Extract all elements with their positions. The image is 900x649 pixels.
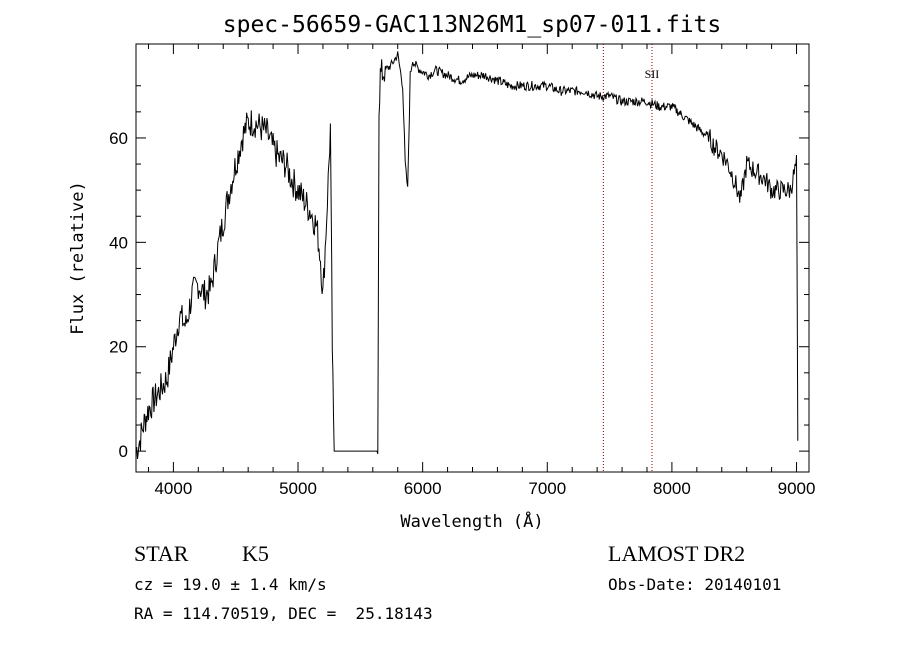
y-tick-label: 40	[109, 233, 128, 252]
object-type: STAR	[134, 541, 189, 566]
coordinates: RA = 114.70519, DEC = 25.18143	[134, 604, 433, 623]
x-tick-label: 7000	[528, 479, 566, 498]
line-marker-label: SII	[645, 67, 660, 81]
plot-frame	[135, 43, 810, 473]
y-tick-label: 20	[109, 338, 128, 357]
object-subclass: K5	[242, 541, 269, 566]
survey-name: LAMOST DR2	[608, 541, 746, 566]
x-tick-label: 4000	[154, 479, 192, 498]
redshift-velocity: cz = 19.0 ± 1.4 km/s	[134, 575, 327, 594]
x-axis-label: Wavelength (Å)	[400, 510, 543, 532]
x-tick-label: 6000	[404, 479, 442, 498]
x-tick-label: 8000	[653, 479, 691, 498]
y-axis-label: Flux (relative)	[68, 181, 88, 335]
y-axis-ticks: 0 20 40 60	[109, 85, 809, 461]
line-markers: SII	[602, 44, 660, 472]
x-axis-ticks: 4000 5000 6000 7000 8000 9000	[147, 44, 816, 498]
observation-date: Obs-Date: 20140101	[608, 575, 782, 594]
spectrum-line	[135, 51, 799, 460]
x-tick-label: 9000	[778, 479, 816, 498]
x-tick-label: 5000	[279, 479, 317, 498]
chart-title: spec-56659-GAC113N26M1_sp07-011.fits	[223, 12, 722, 38]
y-tick-label: 60	[109, 129, 128, 148]
y-tick-label: 0	[119, 442, 128, 461]
